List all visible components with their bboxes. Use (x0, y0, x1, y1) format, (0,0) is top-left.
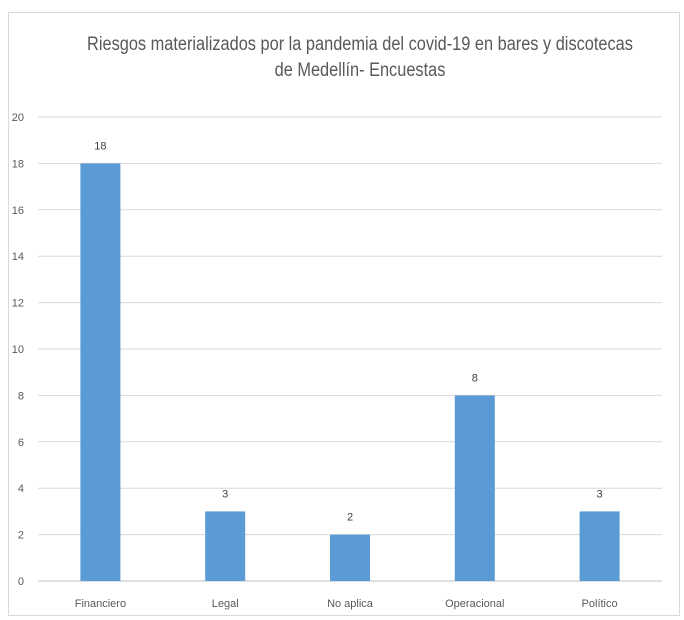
y-axis-ticks: 0 2 4 6 8 10 12 14 16 18 20 (12, 112, 24, 588)
data-labels: 18 3 2 8 3 (94, 140, 602, 523)
x-tick-label: Político (582, 598, 618, 610)
chart-title: Riesgos materializados por la pandemia d… (87, 34, 633, 81)
x-axis-ticks: Financiero Legal No aplica Operacional Polít… (75, 598, 618, 610)
y-tick-label: 6 (18, 437, 24, 449)
data-label: 8 (472, 372, 478, 384)
x-tick-label: Financiero (75, 598, 126, 610)
bar-financiero (80, 163, 121, 581)
bars (80, 163, 620, 581)
x-tick-label: Legal (212, 598, 239, 610)
y-tick-label: 8 (18, 390, 24, 402)
y-tick-label: 2 (18, 530, 24, 542)
y-tick-label: 20 (12, 112, 24, 124)
y-tick-label: 14 (12, 251, 24, 263)
data-label: 2 (347, 512, 353, 524)
data-label: 18 (94, 140, 106, 152)
y-tick-label: 18 (12, 158, 24, 170)
x-tick-label: No aplica (327, 598, 374, 610)
bar-operacional (454, 395, 495, 581)
bar-no-aplica (330, 534, 370, 581)
y-tick-label: 16 (12, 205, 24, 217)
x-tick-label: Operacional (445, 598, 504, 610)
y-tick-label: 0 (18, 576, 24, 588)
bar-legal (205, 511, 246, 581)
y-tick-label: 12 (12, 298, 24, 310)
y-tick-label: 10 (12, 344, 24, 356)
data-label: 3 (222, 488, 228, 500)
data-label: 3 (597, 488, 603, 500)
chart-border (8, 12, 680, 616)
y-tick-label: 4 (18, 483, 24, 495)
bar-político (579, 511, 620, 581)
